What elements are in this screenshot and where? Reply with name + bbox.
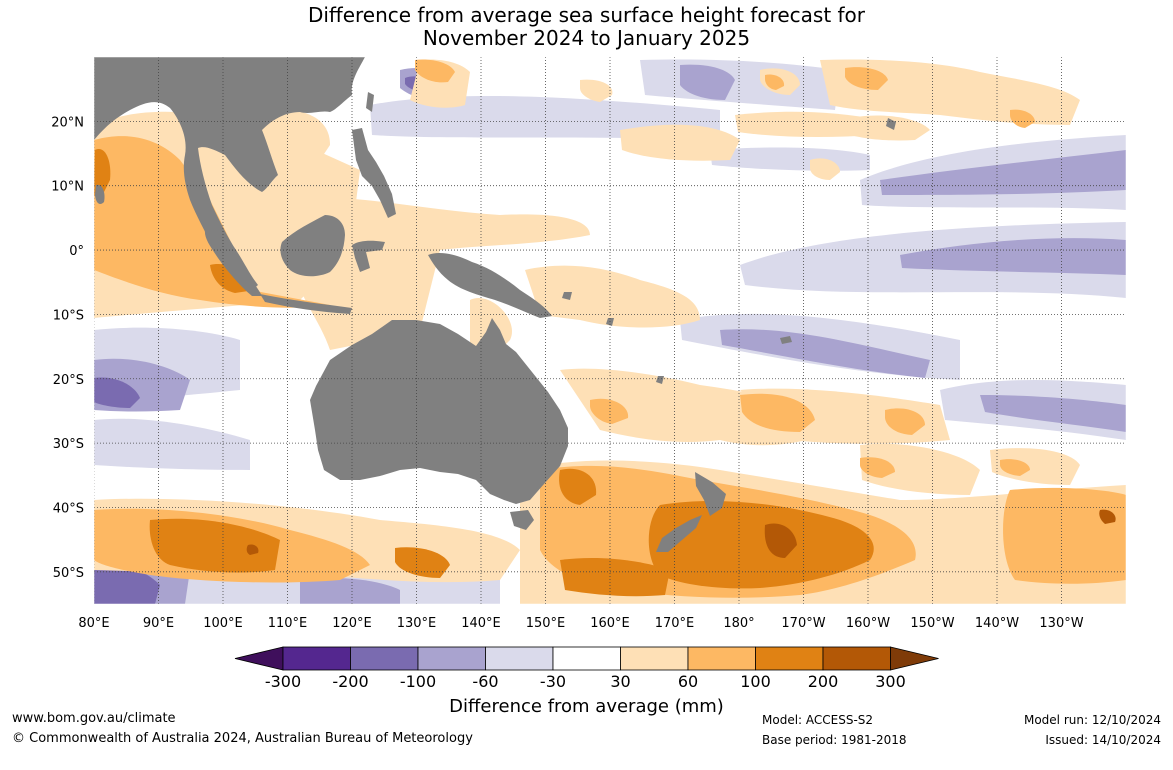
model-name: Model: ACCESS-S2 [762,713,874,727]
map-panel [94,57,1126,604]
issued-date: Issued: 14/10/2024 [1045,733,1161,747]
map-title: Difference from average sea surface heig… [0,4,1173,50]
longitude-label: 170°E [655,616,695,631]
colorbar-tick-label: -60 [472,672,498,691]
colorbar-tick-label: 100 [740,672,771,691]
copyright-text: © Commonwealth of Australia 2024, Austra… [12,731,473,746]
longitude-label: 130°E [397,616,437,631]
colorbar-segment [417,646,486,671]
longitude-label: 100°E [203,616,243,631]
colorbar-tick-label: -100 [400,672,436,691]
colorbar-segment [282,646,351,671]
longitude-label: 110°E [268,616,308,631]
latitude-label: 20°N [51,115,84,130]
latitude-label: 20°S [53,373,84,388]
colorbar-segment [620,646,689,671]
longitude-label: 80°E [78,616,109,631]
longitude-label: 140°W [975,616,1019,631]
title-line-2: November 2024 to January 2025 [422,26,751,50]
latitude-label: 0° [69,244,84,259]
colorbar-extend-high [890,646,939,671]
latitude-tick-labels: 20°N 10°N 0° 10°S 20°S 30°S 40°S 50°S [51,115,84,580]
colorbar-tick-label: 300 [875,672,906,691]
colorbar-title: Difference from average (mm) [449,696,724,717]
title-line-1: Difference from average sea surface heig… [307,3,866,27]
website-url[interactable]: www.bom.gov.au/climate [12,711,176,726]
longitude-label: 160°E [590,616,630,631]
latitude-label: 10°N [51,180,84,195]
colorbar-extend-low [234,646,284,671]
colorbar-segment [552,646,621,671]
longitude-label: 180° [723,616,754,631]
colorbar: -300 -200 -100 -60 -30 30 60 100 200 300 [234,646,939,691]
colorbar-tick-label: 200 [808,672,839,691]
colorbar-segment [485,646,554,671]
longitude-label: 140°E [461,616,501,631]
colorbar-tick-label: -30 [540,672,566,691]
colorbar-segment [350,646,419,671]
graticule [94,57,1126,604]
longitude-label: 130°W [1039,616,1083,631]
longitude-label: 150°W [910,616,954,631]
longitude-label: 150°E [526,616,566,631]
colorbar-tick-label: -200 [332,672,368,691]
model-run-date: Model run: 12/10/2024 [1023,713,1161,727]
colorbar-tick-label: 60 [678,672,698,691]
base-period: Base period: 1981-2018 [762,733,907,747]
longitude-label: 90°E [143,616,174,631]
colorbar-segment [822,646,891,671]
latitude-label: 30°S [53,437,84,452]
land-masses [94,57,896,552]
latitude-label: 10°S [53,308,84,323]
longitude-label: 120°E [332,616,372,631]
longitude-tick-labels: 80°E 90°E 100°E 110°E 120°E 130°E 140°E 150°E 16… [78,616,1083,631]
colorbar-segment [755,646,824,671]
colorbar-segment [687,646,756,671]
map-frame [93,56,1127,605]
longitude-label: 160°W [846,616,890,631]
longitude-label: 170°W [781,616,825,631]
latitude-label: 50°S [53,566,84,581]
colorbar-tick-label: -300 [265,672,301,691]
colorbar-tick-label: 30 [610,672,630,691]
latitude-label: 40°S [53,501,84,516]
